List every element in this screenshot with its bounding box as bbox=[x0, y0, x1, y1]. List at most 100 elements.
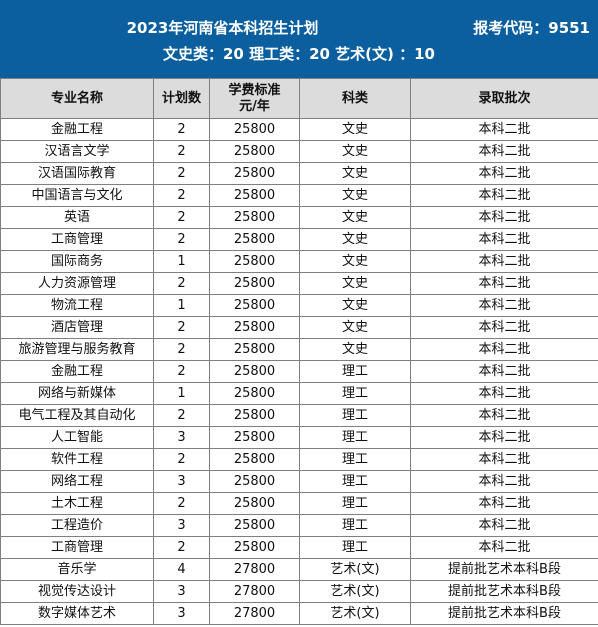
count-cell: 2 bbox=[153, 316, 210, 339]
major-cell: 工商管理 bbox=[0, 228, 154, 251]
category-cell: 文史 bbox=[299, 272, 411, 295]
fee-cell: 25800 bbox=[209, 536, 300, 559]
batch-cell: 本科二批 bbox=[410, 338, 598, 361]
major-cell: 人工智能 bbox=[0, 426, 154, 449]
batch-cell: 本科二批 bbox=[410, 250, 598, 273]
count-cell: 2 bbox=[153, 360, 210, 383]
batch-cell: 本科二批 bbox=[410, 272, 598, 295]
count-cell: 2 bbox=[153, 118, 210, 141]
major-cell: 数字媒体艺术 bbox=[0, 602, 154, 625]
category-cell: 艺术(文) bbox=[299, 580, 411, 603]
table-row: 金融工程 2 25800 文史 本科二批 bbox=[0, 118, 598, 141]
category-cell: 文史 bbox=[299, 184, 411, 207]
batch-cell: 提前批艺术本科B段 bbox=[410, 558, 598, 581]
major-cell: 软件工程 bbox=[0, 448, 154, 471]
header-count: 计划数 bbox=[153, 78, 210, 119]
count-cell: 2 bbox=[153, 206, 210, 229]
fee-cell: 25800 bbox=[209, 382, 300, 405]
fee-cell: 25800 bbox=[209, 162, 300, 185]
table-row: 人工智能 3 25800 理工 本科二批 bbox=[0, 426, 598, 449]
major-cell: 金融工程 bbox=[0, 360, 154, 383]
category-cell: 理工 bbox=[299, 360, 411, 383]
major-cell: 汉语国际教育 bbox=[0, 162, 154, 185]
major-cell: 国际商务 bbox=[0, 250, 154, 273]
table-row: 网络工程 3 25800 理工 本科二批 bbox=[0, 470, 598, 493]
fee-cell: 25800 bbox=[209, 470, 300, 493]
count-cell: 1 bbox=[153, 294, 210, 317]
fee-cell: 25800 bbox=[209, 140, 300, 163]
table-row: 工商管理 2 25800 文史 本科二批 bbox=[0, 228, 598, 251]
fee-cell: 25800 bbox=[209, 118, 300, 141]
category-cell: 艺术(文) bbox=[299, 602, 411, 625]
count-cell: 2 bbox=[153, 184, 210, 207]
table-row: 土木工程 2 25800 理工 本科二批 bbox=[0, 492, 598, 515]
major-cell: 电气工程及其自动化 bbox=[0, 404, 154, 427]
count-cell: 2 bbox=[153, 536, 210, 559]
major-cell: 汉语言文学 bbox=[0, 140, 154, 163]
category-cell: 理工 bbox=[299, 492, 411, 515]
table-row: 工程造价 3 25800 理工 本科二批 bbox=[0, 514, 598, 537]
count-cell: 3 bbox=[153, 514, 210, 537]
batch-cell: 本科二批 bbox=[410, 184, 598, 207]
category-cell: 理工 bbox=[299, 470, 411, 493]
batch-cell: 本科二批 bbox=[410, 162, 598, 185]
title-banner: 2023年河南省本科招生计划 报考代码：9551 文史类：20 理工类：20 艺… bbox=[0, 0, 598, 78]
batch-cell: 提前批艺术本科B段 bbox=[410, 580, 598, 603]
count-cell: 2 bbox=[153, 162, 210, 185]
header-fee-line1: 学费标准 bbox=[228, 82, 281, 98]
fee-cell: 27800 bbox=[209, 558, 300, 581]
fee-cell: 25800 bbox=[209, 426, 300, 449]
category-cell: 文史 bbox=[299, 338, 411, 361]
major-cell: 英语 bbox=[0, 206, 154, 229]
batch-cell: 本科二批 bbox=[410, 470, 598, 493]
batch-cell: 本科二批 bbox=[410, 294, 598, 317]
batch-cell: 本科二批 bbox=[410, 140, 598, 163]
count-cell: 2 bbox=[153, 228, 210, 251]
table-row: 网络与新媒体 1 25800 理工 本科二批 bbox=[0, 382, 598, 405]
category-cell: 理工 bbox=[299, 404, 411, 427]
fee-cell: 25800 bbox=[209, 250, 300, 273]
fee-cell: 25800 bbox=[209, 272, 300, 295]
major-cell: 土木工程 bbox=[0, 492, 154, 515]
category-cell: 文史 bbox=[299, 206, 411, 229]
category-cell: 文史 bbox=[299, 140, 411, 163]
table-header-row: 专业名称 计划数 学费标准 元/年 科类 录取批次 bbox=[0, 78, 598, 119]
fee-cell: 25800 bbox=[209, 448, 300, 471]
count-cell: 4 bbox=[153, 558, 210, 581]
batch-cell: 本科二批 bbox=[410, 360, 598, 383]
header-fee: 学费标准 元/年 bbox=[209, 78, 300, 119]
major-cell: 物流工程 bbox=[0, 294, 154, 317]
batch-cell: 提前批艺术本科B段 bbox=[410, 602, 598, 625]
count-cell: 3 bbox=[153, 470, 210, 493]
category-cell: 文史 bbox=[299, 118, 411, 141]
fee-cell: 25800 bbox=[209, 228, 300, 251]
count-cell: 3 bbox=[153, 580, 210, 603]
table-row: 音乐学 4 27800 艺术(文) 提前批艺术本科B段 bbox=[0, 558, 598, 581]
category-cell: 文史 bbox=[299, 228, 411, 251]
category-cell: 理工 bbox=[299, 426, 411, 449]
category-cell: 文史 bbox=[299, 250, 411, 273]
fee-cell: 25800 bbox=[209, 360, 300, 383]
major-cell: 音乐学 bbox=[0, 558, 154, 581]
major-cell: 视觉传达设计 bbox=[0, 580, 154, 603]
batch-cell: 本科二批 bbox=[410, 426, 598, 449]
category-cell: 理工 bbox=[299, 536, 411, 559]
fee-cell: 25800 bbox=[209, 338, 300, 361]
major-cell: 中国语言与文化 bbox=[0, 184, 154, 207]
batch-cell: 本科二批 bbox=[410, 316, 598, 339]
quota-summary: 文史类：20 理工类：20 艺术(文) ：10 bbox=[162, 45, 435, 63]
category-cell: 理工 bbox=[299, 514, 411, 537]
table-row: 汉语国际教育 2 25800 文史 本科二批 bbox=[0, 162, 598, 185]
table-row: 金融工程 2 25800 理工 本科二批 bbox=[0, 360, 598, 383]
table-row: 汉语言文学 2 25800 文史 本科二批 bbox=[0, 140, 598, 163]
major-cell: 工程造价 bbox=[0, 514, 154, 537]
fee-cell: 25800 bbox=[209, 206, 300, 229]
category-cell: 理工 bbox=[299, 448, 411, 471]
fee-cell: 25800 bbox=[209, 294, 300, 317]
header-major: 专业名称 bbox=[0, 78, 154, 119]
fee-cell: 25800 bbox=[209, 316, 300, 339]
table-row: 旅游管理与服务教育 2 25800 文史 本科二批 bbox=[0, 338, 598, 361]
table-row: 人力资源管理 2 25800 文史 本科二批 bbox=[0, 272, 598, 295]
count-cell: 2 bbox=[153, 140, 210, 163]
count-cell: 2 bbox=[153, 448, 210, 471]
